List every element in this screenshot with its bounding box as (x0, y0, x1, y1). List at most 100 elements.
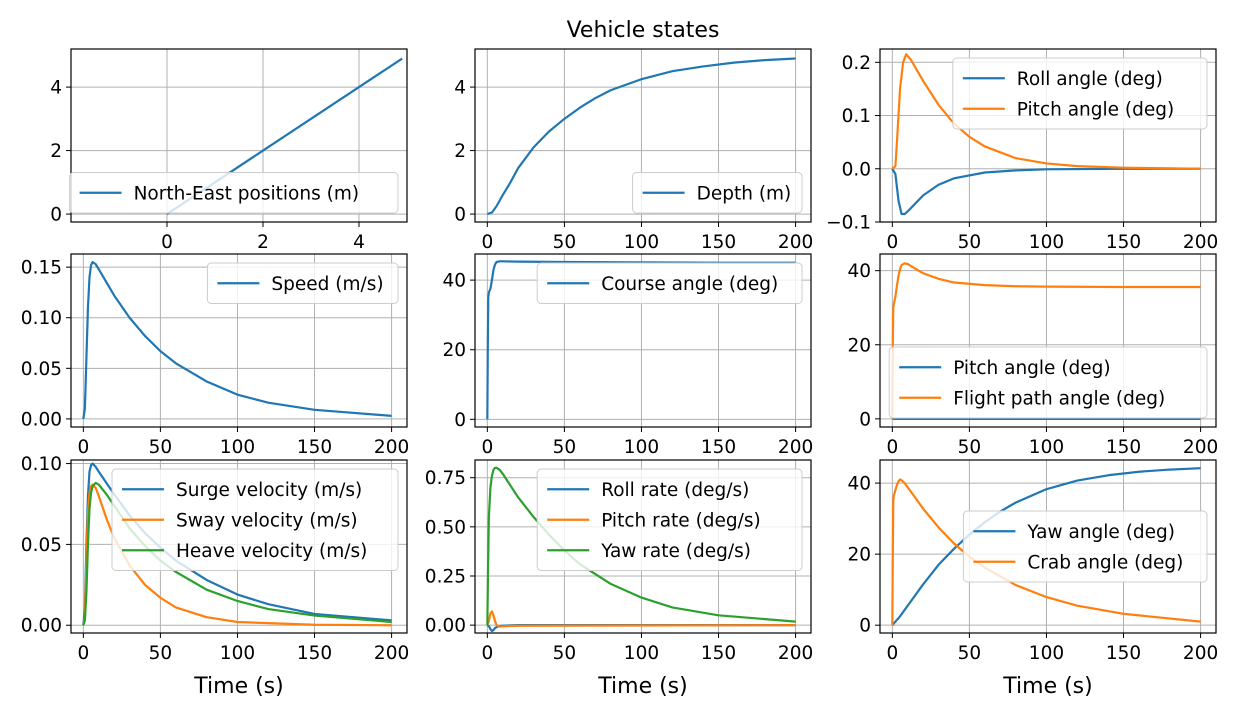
x-tick-label: 0 (161, 232, 173, 253)
legend-box (888, 346, 1208, 419)
y-tick-label: 0 (454, 410, 466, 431)
x-tick-label: 100 (1029, 643, 1064, 664)
axes-frame (879, 48, 1217, 223)
legend-label: Surge velocity (m/s) (176, 480, 362, 501)
axes-frame (70, 48, 408, 223)
x-tick-label: 200 (778, 643, 813, 664)
subplot-7: 0 50 100 150 200 0.00 0.05 0.10 Time (s) Surge ve… (21, 454, 409, 699)
x-tick-label: 50 (958, 437, 982, 458)
y-tick-label: 0.2 (842, 53, 871, 74)
y-tick-label: 0.05 (21, 359, 62, 380)
x-tick-label: 200 (778, 437, 813, 458)
x-tick-label: 0 (481, 643, 493, 664)
x-tick-label: 50 (149, 437, 173, 458)
y-tick-label: 4 (454, 78, 466, 99)
axes-frame (70, 253, 408, 428)
x-tick-label: 0 (481, 232, 493, 253)
series-line (891, 478, 1201, 626)
x-tick-label: 100 (1029, 232, 1064, 253)
x-tick-label: 0 (886, 232, 898, 253)
figure-title: Vehicle states (567, 18, 720, 43)
x-tick-label: 4 (353, 232, 365, 253)
x-tick-label: 50 (958, 643, 982, 664)
axes-frame (474, 253, 812, 428)
y-tick-label: 0.00 (425, 616, 466, 637)
subplot-1: 0 2 4 0 2 4 North-East positions (m) (50, 48, 408, 253)
legend-label: Sway velocity (m/s) (176, 510, 358, 531)
series-line (486, 57, 796, 216)
x-tick-label: 0 (886, 437, 898, 458)
y-tick-label: 0 (859, 616, 871, 637)
x-tick-label: 0 (77, 643, 89, 664)
axes-frame (879, 459, 1217, 634)
x-tick-label: 150 (701, 437, 736, 458)
legend-label: Pitch rate (deg/s) (601, 510, 761, 531)
x-axis-label: Time (s) (597, 674, 687, 699)
x-tick-label: 150 (1106, 437, 1141, 458)
legend-box (952, 57, 1208, 130)
axes-frame (879, 253, 1217, 428)
x-axis-label: Time (s) (1002, 674, 1092, 699)
legend-box (536, 262, 803, 304)
y-tick-label: 20 (442, 340, 466, 361)
x-tick-label: 200 (1183, 232, 1218, 253)
x-tick-label: 100 (624, 437, 659, 458)
legend-label: Roll rate (deg/s) (601, 480, 749, 501)
y-tick-label: 0.50 (425, 517, 466, 538)
x-tick-label: 200 (778, 232, 813, 253)
series-line (891, 262, 1201, 419)
legend-box (69, 172, 399, 214)
legend-label: Crab angle (deg) (1027, 552, 1183, 573)
y-tick-label: 0.25 (425, 566, 466, 587)
subplot-6: 0 50 100 150 200 0 20 40 Pitch angle (deg) Flight… (847, 253, 1218, 458)
legend-label: Heave velocity (m/s) (176, 541, 367, 562)
x-tick-label: 0 (481, 437, 493, 458)
y-tick-label: 0.05 (21, 535, 62, 556)
x-tick-label: 0 (886, 643, 898, 664)
subplot-4: 0 50 100 150 200 0.00 0.05 0.10 0.15 Speed (m/s) (21, 253, 409, 458)
x-tick-label: 200 (374, 643, 409, 664)
x-tick-label: 150 (297, 643, 332, 664)
series-line (82, 260, 392, 420)
y-tick-label: 40 (847, 261, 871, 282)
x-tick-label: 200 (374, 437, 409, 458)
subplot-9: 0 50 100 150 200 0 20 40 Time (s) Yaw angle (deg)… (847, 459, 1218, 699)
axes-frame (474, 48, 812, 223)
legend-label: Pitch angle (deg) (1017, 99, 1174, 120)
y-tick-label: 0.15 (21, 258, 62, 279)
legend-label: North-East positions (m) (134, 183, 359, 204)
y-tick-label: 0 (50, 205, 62, 226)
y-tick-label: 0.10 (21, 308, 62, 329)
series-line (82, 483, 392, 627)
series-line (486, 260, 796, 420)
legend-label: Depth (m) (697, 183, 792, 204)
y-tick-label: 40 (442, 271, 466, 292)
y-tick-label: 2 (454, 141, 466, 162)
legend-box (536, 468, 803, 571)
x-tick-label: 100 (220, 643, 255, 664)
legend-label: Yaw angle (deg) (1026, 522, 1175, 543)
series-line (486, 466, 796, 626)
series-line (82, 481, 392, 626)
x-tick-label: 200 (1183, 437, 1218, 458)
x-tick-label: 100 (624, 643, 659, 664)
x-tick-label: 150 (1106, 232, 1141, 253)
x-tick-label: 50 (553, 437, 577, 458)
y-tick-label: 0 (454, 205, 466, 226)
subplot-8: 0 50 100 150 200 0.00 0.25 0.50 0.75 Time (s) Roll… (425, 459, 813, 699)
y-tick-label: 0 (859, 409, 871, 430)
y-tick-label: 0.0 (842, 159, 871, 180)
legend-box (206, 262, 399, 304)
x-tick-label: 150 (1106, 643, 1141, 664)
legend-box (962, 510, 1208, 583)
legend-label: Pitch angle (deg) (953, 358, 1110, 379)
x-tick-label: 100 (1029, 437, 1064, 458)
x-tick-label: 50 (553, 232, 577, 253)
x-tick-label: 150 (297, 437, 332, 458)
x-tick-label: 100 (624, 232, 659, 253)
axes-frame (474, 459, 812, 634)
series-line (486, 610, 796, 628)
x-tick-label: 50 (958, 232, 982, 253)
